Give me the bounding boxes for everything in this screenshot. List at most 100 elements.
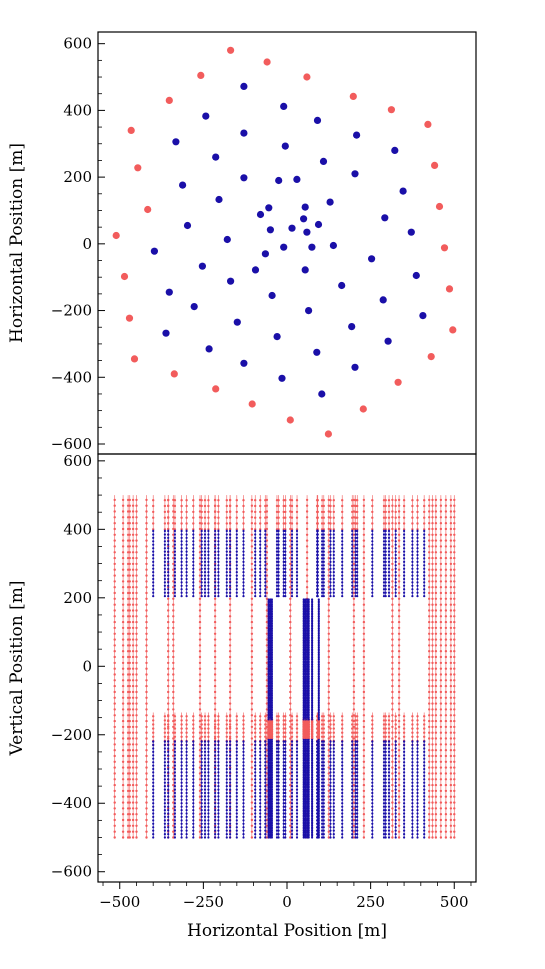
- blue-string-23-0-dom: [290, 550, 294, 553]
- red-string-21-dom: [428, 510, 431, 513]
- blue-string-27-1-dom: [321, 788, 324, 791]
- red-string-23-dom: [434, 650, 438, 653]
- red-string-22-dom: [431, 586, 434, 589]
- blue-string-0-1-dom: [152, 812, 155, 815]
- red-string-25-dom: [444, 562, 448, 566]
- red-string-19-dom: [391, 533, 394, 536]
- blue-string-8-1-dom: [203, 774, 207, 778]
- red-string-26-dom: [449, 743, 453, 746]
- red-string-19-dom: [391, 696, 394, 699]
- blue-string-2-0-dom: [167, 540, 170, 543]
- blue-string-24-1-dom: [295, 795, 299, 798]
- red-string-3-dom: [128, 568, 131, 571]
- blue-string-10-0-dom: [214, 591, 217, 594]
- red-upper-8-dom: [203, 522, 207, 525]
- red-string-17-dom: [352, 545, 356, 548]
- red-string-12-dom: [250, 620, 254, 624]
- blue-string-29-1-dom: [329, 778, 332, 781]
- blue-string-0-1-dom: [152, 802, 155, 805]
- blue-string-30-0-dom: [332, 560, 335, 564]
- blue-string-36-1-dom: [382, 798, 386, 801]
- blue-string-18-1-dom: [264, 833, 267, 836]
- red-string-10-dom: [213, 644, 217, 647]
- red-upper-40-dom: [402, 504, 406, 508]
- red-string-3-dom: [128, 603, 131, 606]
- blue-string-17-0-dom: [259, 588, 262, 591]
- top-point-s1-18: [394, 378, 402, 386]
- blue-string-11-0-dom: [217, 543, 220, 546]
- red-string-14-dom: [289, 574, 292, 577]
- blue-string-40-0-dom: [403, 577, 406, 581]
- red-string-27-dom: [453, 626, 456, 630]
- blue-string-11-1-dom: [217, 791, 220, 795]
- red-upper-22-dom: [284, 510, 287, 514]
- red-string-7-dom: [167, 597, 170, 600]
- red-band-20-dom: [277, 727, 280, 730]
- red-band-8: [203, 712, 207, 747]
- top-point-s0-42: [190, 303, 198, 311]
- blue-string-29-1-dom: [329, 791, 332, 795]
- red-string-24-dom: [439, 679, 443, 682]
- top-ytick-label-3: 0: [82, 235, 92, 253]
- red-string-24-dom: [439, 644, 443, 647]
- red-upper-6-dom: [192, 522, 195, 525]
- blue-string-12-1-dom: [225, 829, 228, 832]
- blue-string-6-1-dom: [192, 805, 195, 808]
- red-upper-6-dom: [192, 499, 195, 502]
- blue-string-10-1-dom: [214, 785, 217, 788]
- red-string-1-dom: [121, 789, 125, 793]
- red-upper-22-dom: [284, 528, 287, 531]
- red-string-5-dom: [135, 539, 138, 542]
- red-upper-1-dom: [163, 499, 167, 502]
- blue-string-17-1-dom: [259, 836, 262, 839]
- blue-string-21-0-dom: [282, 547, 285, 550]
- red-string-5-dom: [135, 743, 138, 746]
- red-upper-14-dom: [235, 504, 238, 508]
- red-band-15: [242, 712, 245, 747]
- red-string-19-dom: [391, 510, 394, 513]
- blue-string-21-1-dom: [282, 805, 285, 808]
- blue-string-43-1-dom: [423, 740, 426, 743]
- blue-string-36-1: [382, 739, 386, 839]
- red-string-14-dom: [289, 650, 292, 653]
- red-string-25-dom: [444, 714, 448, 717]
- blue-string-0-1-dom: [152, 833, 155, 836]
- blue-string-31-0-dom: [341, 591, 344, 594]
- blue-string-27-0-dom: [321, 574, 324, 577]
- blue-string-18-0-dom: [264, 564, 267, 567]
- blue-string-40-1-dom: [403, 822, 406, 825]
- top-scatter-points: [112, 46, 457, 438]
- red-string-22-dom: [431, 504, 434, 507]
- blue-string-23-0-dom: [290, 577, 294, 581]
- blue-string-3-0-dom: [173, 588, 176, 591]
- blue-string-43-1-dom: [423, 750, 426, 754]
- blue-string-2-0-dom: [167, 574, 170, 577]
- red-string-0-dom: [113, 609, 116, 612]
- blue-string-31-1-dom: [341, 778, 344, 781]
- blue-string-15-1-dom: [242, 785, 245, 788]
- blue-string-40-0-dom: [403, 547, 406, 550]
- red-string-27-dom: [453, 673, 456, 676]
- red-string-27-dom: [453, 597, 456, 600]
- red-band-23-dom: [290, 727, 294, 730]
- red-band-38-dom: [387, 719, 391, 722]
- red-string-22-dom: [431, 551, 434, 554]
- blue-string-27-0-dom: [321, 567, 324, 570]
- red-string-20-dom: [397, 684, 401, 688]
- blue-string-43-1-dom: [423, 778, 426, 781]
- red-string-6-dom: [145, 556, 148, 560]
- red-string-7-dom: [167, 620, 170, 624]
- red-string-12-dom: [250, 586, 254, 589]
- red-string-8-dom: [172, 620, 175, 624]
- blue-string-26-0-dom: [316, 595, 319, 598]
- red-string-26-dom: [449, 783, 453, 787]
- blue-string-7-1-dom: [200, 747, 203, 750]
- red-string-18-dom: [362, 615, 366, 618]
- red-upper-24-dom: [295, 516, 299, 519]
- blue-string-14-0-dom: [235, 550, 238, 553]
- red-upper-14-dom: [235, 510, 238, 514]
- red-band-15-dom: [242, 719, 245, 722]
- top-point-s1-23: [435, 202, 444, 211]
- blue-string-24-0-dom: [295, 564, 299, 567]
